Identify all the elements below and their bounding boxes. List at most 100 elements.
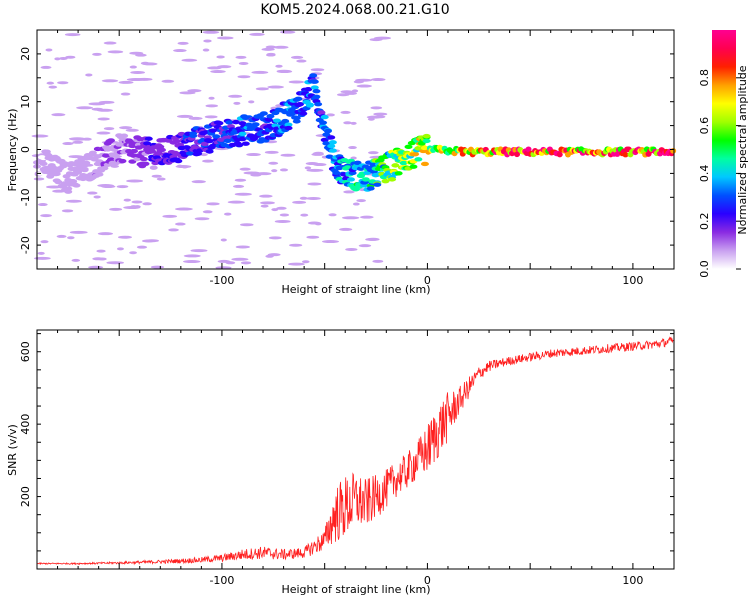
snr-series-line bbox=[36, 336, 675, 566]
spectrogram-speckle bbox=[76, 106, 93, 110]
spectrogram-speckle bbox=[202, 48, 210, 52]
spectrogram-speckle bbox=[67, 236, 75, 240]
spectrogram-speckle bbox=[288, 262, 305, 266]
spectrogram-speckle bbox=[46, 81, 55, 85]
spectrogram-speckle bbox=[356, 199, 366, 203]
x-tick-label: 0 bbox=[424, 274, 431, 287]
spectrogram-speckle bbox=[296, 59, 307, 63]
spectrogram-speckle bbox=[40, 65, 52, 69]
spectrogram-speckle bbox=[215, 266, 232, 270]
x-tick-label: -100 bbox=[209, 274, 234, 287]
spectrogram-speckle bbox=[107, 50, 124, 54]
spectrogram-speckle bbox=[265, 254, 274, 258]
x-tick-label: -100 bbox=[209, 574, 234, 587]
spectrogram-speckle bbox=[65, 55, 76, 59]
spectrogram-cell bbox=[149, 165, 158, 170]
spectrogram-speckle bbox=[183, 260, 201, 264]
spectrogram-speckle bbox=[174, 222, 186, 226]
spectrogram-speckle bbox=[246, 153, 261, 157]
spectrogram-speckle bbox=[220, 238, 227, 242]
spectrogram-cell bbox=[139, 156, 148, 162]
spectrogram-speckle bbox=[123, 198, 131, 202]
spectrogram-speckle bbox=[203, 39, 212, 43]
spectrogram-cell bbox=[284, 125, 293, 131]
spectrogram-speckle bbox=[251, 70, 269, 74]
spectrogram-cell bbox=[64, 189, 73, 194]
spectrogram-speckle bbox=[56, 234, 67, 238]
spectrogram-speckle bbox=[216, 36, 234, 40]
spectrogram-cell bbox=[205, 149, 214, 154]
colorbar: 0.0 0.2 0.4 0.6 0.8 Normalized spectral ampl… bbox=[698, 30, 749, 278]
spectrogram-speckle bbox=[299, 196, 308, 200]
spectrogram-speckle bbox=[106, 261, 125, 265]
spectrogram-speckle bbox=[348, 146, 357, 150]
spectrogram-speckle bbox=[116, 247, 124, 251]
spectrogram-speckle bbox=[345, 247, 358, 251]
spectrogram-cell bbox=[118, 158, 127, 164]
spectrogram-speckle bbox=[341, 216, 360, 220]
spectrogram-speckle bbox=[48, 85, 58, 89]
spectrogram-speckle bbox=[65, 199, 82, 203]
spectrogram-speckle bbox=[40, 240, 49, 244]
spectrogram-speckle bbox=[204, 115, 218, 119]
spectrogram-speckle bbox=[279, 213, 290, 217]
spectrogram-speckle bbox=[305, 162, 319, 166]
spectrogram-speckle bbox=[71, 258, 81, 262]
spectrogram-speckle bbox=[162, 214, 178, 218]
spectrogram-speckle bbox=[271, 169, 278, 173]
spectrogram-speckle bbox=[54, 57, 61, 61]
spectrogram-speckle bbox=[34, 256, 51, 260]
spectrogram-speckle bbox=[207, 66, 222, 70]
spectrogram-cell bbox=[238, 131, 247, 137]
spectrogram-speckle bbox=[233, 101, 241, 105]
spectrogram-speckle bbox=[355, 78, 373, 82]
spectrogram-speckle bbox=[101, 79, 119, 83]
spectrogram-speckle bbox=[97, 117, 110, 121]
spectrogram-cell bbox=[241, 141, 250, 146]
spectrogram-speckle bbox=[238, 61, 249, 65]
spectrogram-speckle bbox=[173, 49, 187, 53]
spectrogram-cell bbox=[420, 161, 429, 167]
snr-marks bbox=[36, 336, 675, 566]
colorbar-gradient bbox=[712, 30, 736, 269]
spectrogram-speckle bbox=[300, 213, 309, 217]
spectrogram-speckle bbox=[174, 207, 193, 211]
spectrogram-speckle bbox=[190, 249, 208, 253]
spectrogram-speckle bbox=[96, 131, 111, 135]
spectrogram-cell bbox=[231, 119, 240, 125]
spectrogram-speckle bbox=[350, 121, 357, 125]
spectrogram-cell bbox=[319, 120, 328, 125]
spectrogram-cell bbox=[422, 138, 431, 144]
spectrogram-speckle bbox=[368, 151, 379, 155]
spectrogram-speckle bbox=[276, 70, 293, 74]
spectrogram-cell bbox=[281, 118, 290, 124]
spectrogram-speckle bbox=[126, 179, 144, 183]
spectrogram-cell bbox=[106, 157, 115, 162]
x-tick-label: 100 bbox=[622, 274, 643, 287]
spectrogram-speckle bbox=[144, 239, 159, 243]
spectrogram-speckle bbox=[343, 121, 352, 125]
spectrogram-speckle bbox=[109, 207, 123, 211]
colorbar-tick-label: 0.6 bbox=[698, 117, 711, 135]
spectrogram-cell bbox=[208, 128, 217, 133]
spectrogram-cell bbox=[366, 186, 375, 191]
colorbar-tick-label: 0.0 bbox=[698, 260, 711, 278]
spectrogram-speckle bbox=[69, 230, 88, 234]
spectrogram-speckle bbox=[255, 87, 269, 91]
spectrogram-speckle bbox=[235, 55, 247, 59]
spectrogram-speckle bbox=[123, 206, 141, 210]
y-tick-label: -20 bbox=[19, 236, 32, 254]
spectrogram-speckle bbox=[118, 80, 134, 84]
spectrogram-speckle bbox=[260, 201, 275, 205]
spectrogram-cell bbox=[328, 140, 337, 145]
spectrogram-speckle bbox=[64, 33, 81, 37]
spectrogram-cell bbox=[325, 154, 334, 159]
y-tick-label: -10 bbox=[19, 188, 32, 206]
spectrogram-speckle bbox=[188, 116, 203, 120]
spectrogram-cell bbox=[320, 114, 329, 120]
spectrogram-cell bbox=[264, 117, 273, 122]
spectrogram-speckle bbox=[273, 45, 289, 49]
spectrogram-speckle bbox=[276, 206, 287, 210]
spectrogram-cell bbox=[346, 177, 355, 182]
